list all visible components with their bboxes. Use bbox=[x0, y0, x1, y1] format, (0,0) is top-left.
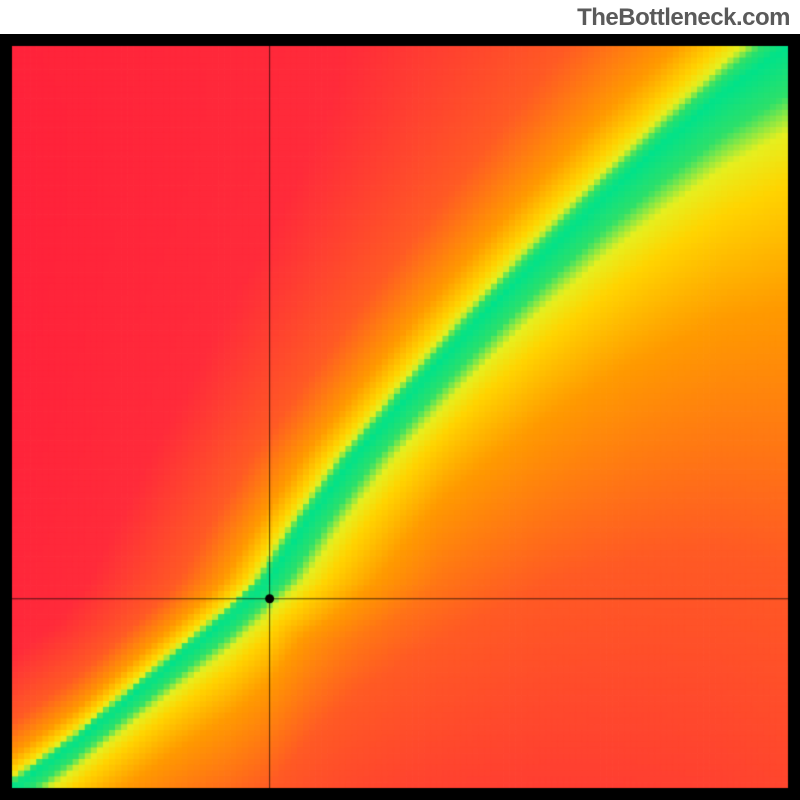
watermark-text: TheBottleneck.com bbox=[577, 4, 790, 32]
bottleneck-heatmap-canvas bbox=[0, 34, 800, 800]
